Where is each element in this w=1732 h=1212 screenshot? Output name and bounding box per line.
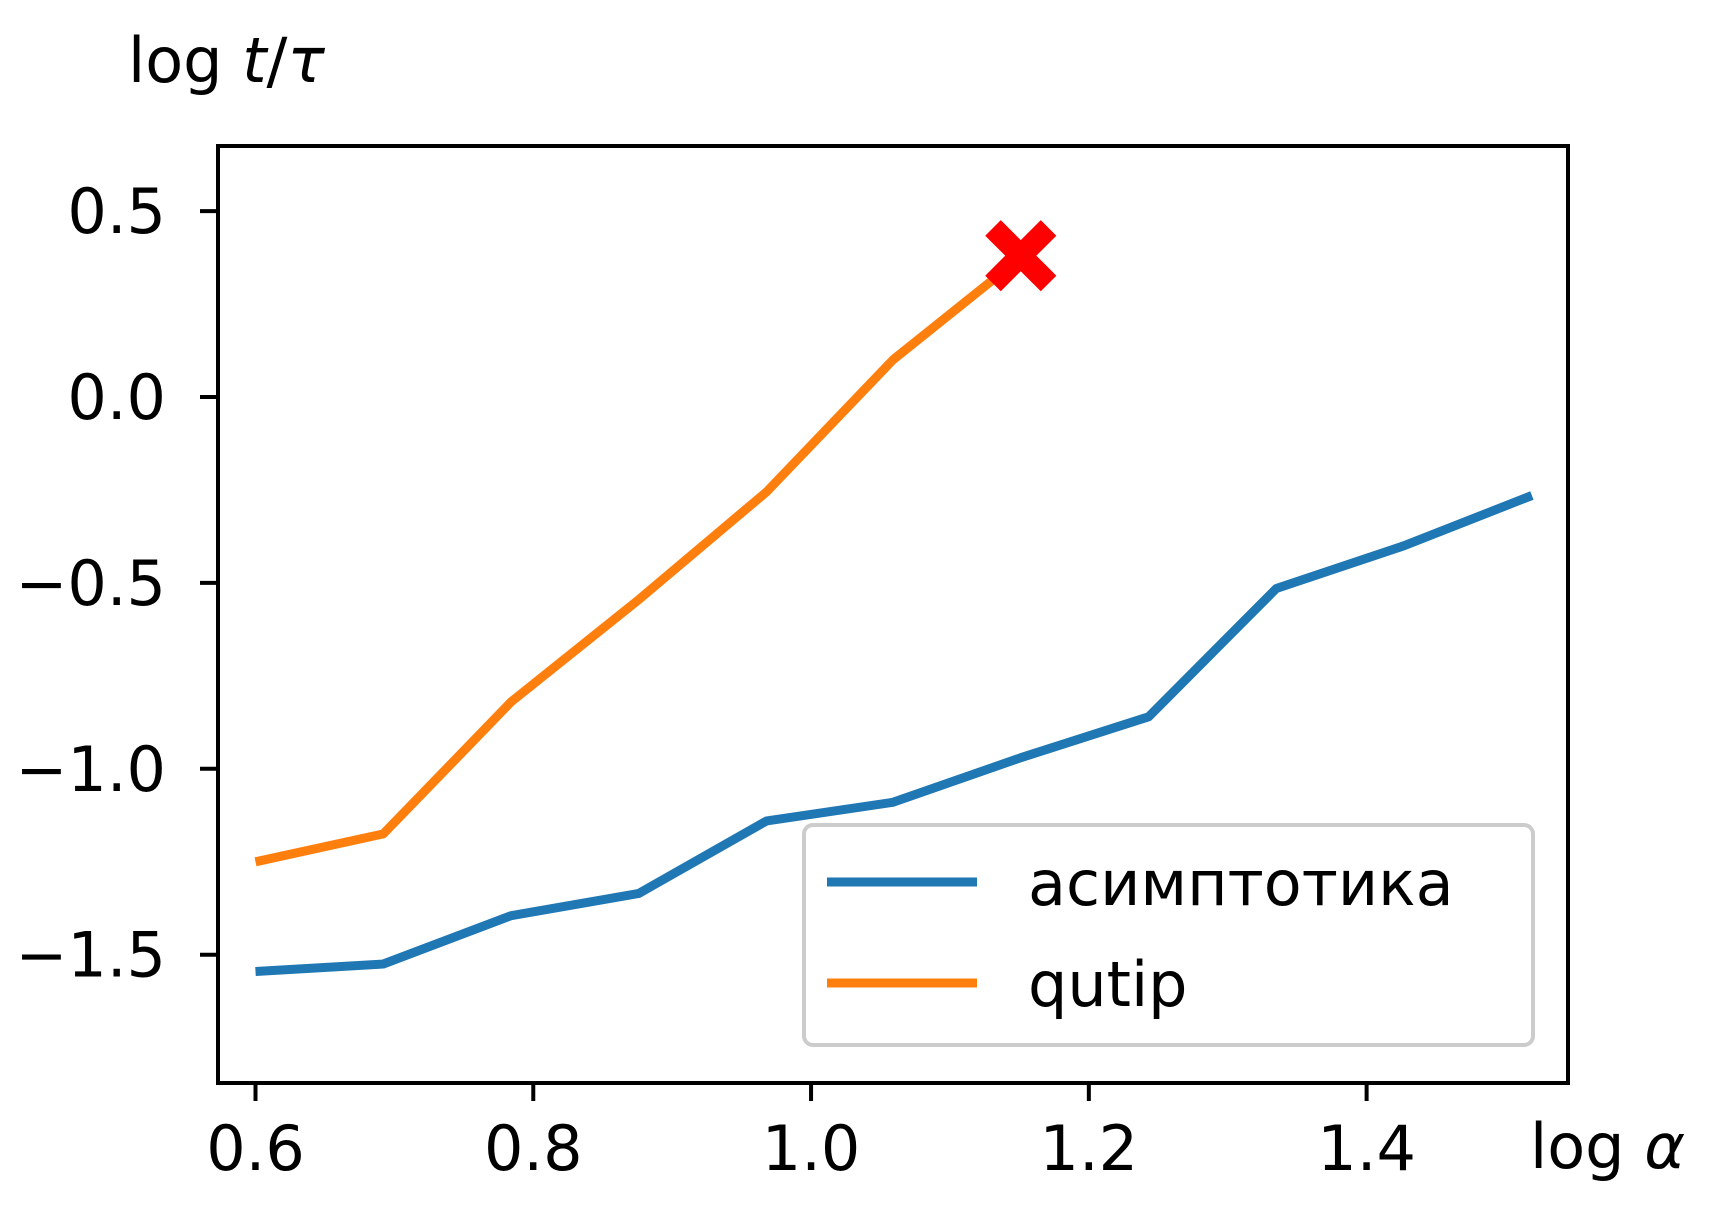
- y-tick-label: −1.5: [15, 919, 166, 992]
- y-tick-label: 0.0: [67, 361, 166, 434]
- legend-label-qutip: qutip: [1028, 948, 1188, 1021]
- x-tick-label: 1.2: [1040, 1112, 1139, 1185]
- x-axis: 0.6 0.8 1.0 1.2 1.4: [206, 1083, 1416, 1185]
- x-tick-label: 1.4: [1317, 1112, 1416, 1185]
- y-tick-label: −1.0: [15, 733, 166, 806]
- x-axis-label: log α: [1530, 1110, 1685, 1183]
- x-tick-label: 1.0: [762, 1112, 861, 1185]
- legend-box: [802, 823, 1535, 1047]
- y-tick-label: −0.5: [15, 547, 166, 620]
- endpoint-x-marker: [985, 220, 1057, 292]
- y-axis-label: log t/τ: [128, 24, 325, 97]
- plot-area: [254, 220, 1534, 976]
- y-tick-label: 0.5: [67, 175, 166, 248]
- x-tick-label: 0.8: [484, 1112, 583, 1185]
- plot-frame: [216, 144, 1570, 1085]
- x-tick-label: 0.6: [206, 1112, 305, 1185]
- legend-label-asymptotics: асимптотика: [1028, 847, 1454, 920]
- y-axis: 0.5 0.0 −0.5 −1.0 −1.5: [15, 175, 218, 992]
- series-line-qutip: [254, 253, 1024, 867]
- legend: асимптотика qutip: [802, 823, 1535, 1047]
- series-line-asymptotics: [255, 491, 1534, 976]
